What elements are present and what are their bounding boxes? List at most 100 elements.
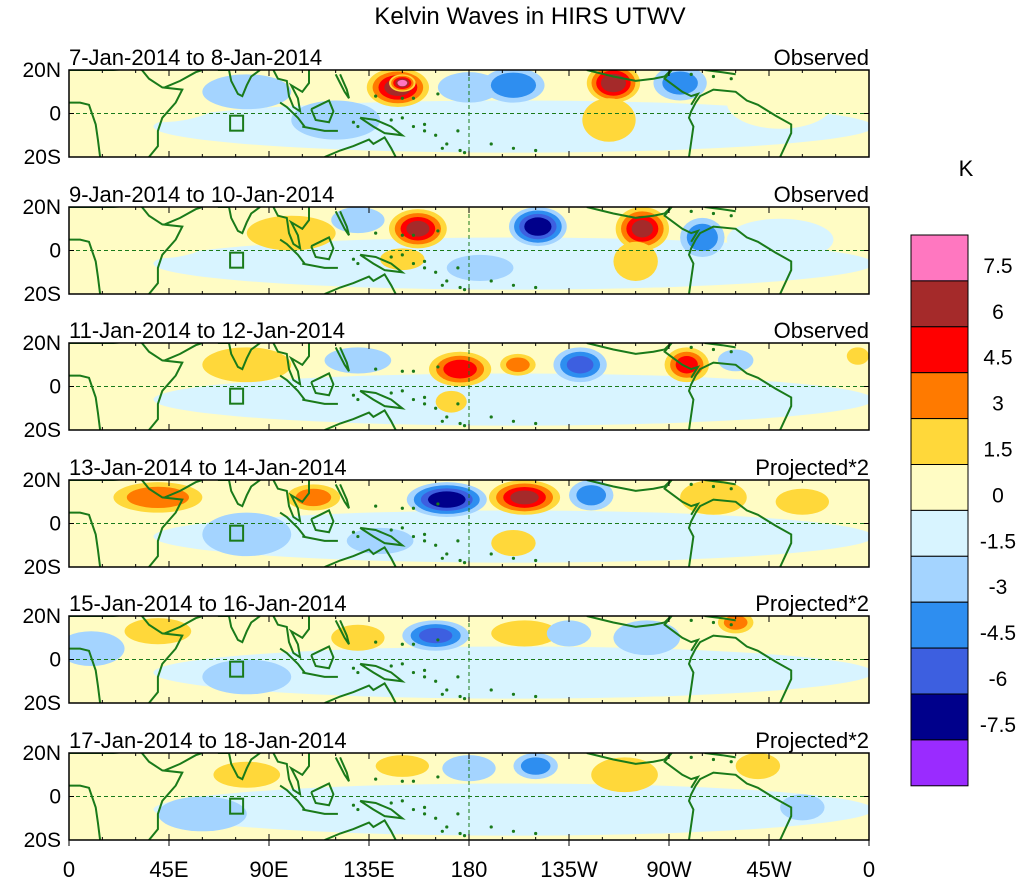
island (689, 72, 693, 76)
coastline (324, 136, 397, 157)
coastline (687, 225, 793, 294)
coastline (302, 398, 338, 405)
colorbar-unit: K (959, 156, 974, 181)
coastline (69, 70, 184, 157)
coastline (359, 799, 406, 820)
island (411, 124, 416, 129)
island (434, 406, 438, 410)
island (440, 829, 444, 833)
map-panel: 20N 0 20S 7-Jan-2014 to 8-Jan-2014 Observed (22, 45, 870, 169)
island (356, 807, 360, 812)
x-tick-label: 0 (863, 857, 875, 882)
coastline (217, 753, 261, 781)
y-tick-label: 0 (49, 649, 61, 672)
anomaly-contour (576, 485, 607, 506)
coastline (164, 480, 203, 499)
coastline (69, 753, 184, 840)
island (400, 779, 404, 783)
island (711, 757, 716, 762)
island (440, 283, 444, 287)
panel-kind-label: Projected*2 (755, 728, 869, 753)
anomaly-field (69, 616, 869, 703)
coastline (279, 647, 306, 674)
island (422, 812, 427, 816)
anomaly-field (69, 480, 869, 567)
island (356, 534, 360, 539)
island (711, 74, 716, 79)
island (489, 825, 493, 829)
coastline (359, 526, 406, 547)
y-tick-label: 20S (24, 419, 61, 442)
x-tick-label: 135W (540, 857, 598, 882)
x-tick-label: 45W (746, 857, 791, 882)
island (511, 556, 516, 560)
island (462, 151, 467, 155)
colorbar-swatch (910, 418, 969, 466)
coastline (302, 808, 338, 815)
island (434, 270, 438, 274)
colorbar-swatch (910, 739, 969, 787)
island (411, 670, 416, 675)
anomaly-contour (291, 100, 381, 140)
anomaly-contour (213, 761, 281, 788)
anomaly-contour (375, 755, 430, 777)
island (400, 96, 404, 100)
colorbar-swatch (910, 280, 969, 328)
island (456, 266, 460, 270)
island (456, 129, 460, 133)
anomaly-contour (726, 76, 834, 129)
colorbar: K 7.5 6 4.5 3 1.5 0 -1.5 -3 -4.5 -6 -7.5 (910, 156, 1016, 787)
anomaly-contour (202, 512, 292, 557)
anomaly-contour (202, 659, 292, 695)
coastline (279, 101, 306, 128)
anomaly-contour (157, 796, 247, 832)
colorbar-swatch (910, 509, 969, 557)
y-tick-label: 20N (22, 196, 61, 219)
island (411, 261, 416, 266)
panel-kind-label: Observed (774, 45, 869, 70)
y-tick-label: 20S (24, 692, 61, 715)
colorbar-label: 6 (992, 301, 1004, 324)
island (356, 124, 360, 129)
island (445, 825, 449, 829)
region-box (229, 660, 245, 678)
island (400, 799, 404, 803)
island (440, 419, 444, 423)
island (374, 231, 378, 235)
island (436, 775, 440, 779)
island (534, 558, 538, 563)
region-box (229, 114, 245, 132)
island (389, 664, 393, 668)
coastline (272, 480, 310, 524)
island (534, 694, 538, 699)
coastline (164, 70, 203, 89)
x-tick-label: 90W (646, 857, 691, 882)
island (456, 402, 460, 406)
island (456, 812, 460, 816)
y-tick-label: 20S (24, 146, 61, 169)
coastline (359, 662, 406, 683)
island (729, 214, 733, 218)
map-panel: 20N 0 20S 15-Jan-2014 to 16-Jan-2014 Project… (22, 591, 870, 715)
island (689, 482, 693, 486)
island (351, 666, 356, 670)
y-tick-label: 20S (24, 556, 61, 579)
anomaly-contour (104, 216, 212, 259)
island (374, 640, 378, 644)
island (462, 561, 467, 565)
island (351, 803, 356, 807)
island (422, 395, 427, 399)
panel-kind-label: Observed (774, 182, 869, 207)
coastline (663, 616, 701, 652)
island (434, 679, 438, 683)
coastline (69, 343, 184, 430)
island (374, 777, 378, 781)
region-box (229, 524, 245, 542)
coastline (687, 634, 793, 703)
y-tick-label: 0 (49, 786, 61, 809)
x-tick-label: 90E (249, 857, 288, 882)
colorbar-label: 3 (992, 393, 1004, 416)
island (511, 692, 516, 696)
chart-title: Kelvin Waves in HIRS UTWV (374, 3, 685, 30)
